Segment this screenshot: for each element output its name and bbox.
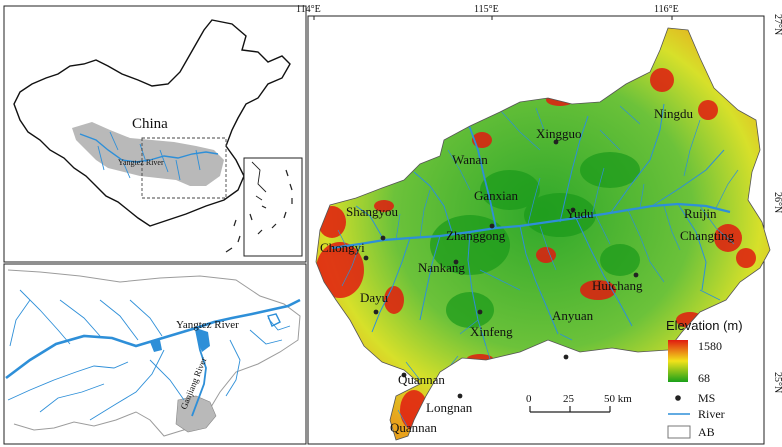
high-elevation-patches: [316, 68, 756, 430]
lat-27: 27°N: [772, 14, 782, 35]
taihu-lake: [267, 313, 281, 327]
yangtze-tributaries: [7, 289, 291, 421]
city-label: Wanan: [452, 152, 488, 167]
lon-115: 115°E: [474, 4, 499, 15]
city-labels: Xingguo Ningdu Wanan Ganxian Shangyou Yu…: [320, 106, 735, 435]
lat-25: 25°N: [772, 372, 782, 393]
legend-title: Elevation (m): [666, 318, 743, 333]
legend-river: River: [698, 407, 725, 421]
legend-ab: AB: [698, 425, 715, 439]
china-inset: China Yangtez River: [3, 5, 307, 263]
city-label: Xingguo: [536, 126, 582, 141]
legend-ms: MS: [698, 391, 715, 405]
low-elevation-patches: [430, 152, 640, 328]
city-label: Zhanggong: [446, 228, 506, 243]
scale-tick-50: 50 km: [604, 393, 632, 405]
scale-bar: 0 25 50 km: [526, 393, 632, 413]
latitude-labels: 27°N 26°N 25°N: [772, 14, 782, 393]
city-label: Huichang: [592, 278, 643, 293]
meteorological-stations: [363, 139, 639, 399]
city-label: Yudu: [566, 206, 594, 221]
yangtze-label-china: Yangtez River: [118, 158, 164, 167]
yangtze-main: [5, 298, 301, 380]
city-label: Ganxian: [474, 188, 519, 203]
city-label: Quannan: [398, 372, 445, 387]
legend-max: 1580: [698, 339, 722, 353]
coastal-dashes: [225, 219, 241, 253]
city-label: Longnan: [426, 400, 473, 415]
tributaries-2: [337, 105, 739, 429]
scale-tick-0: 0: [526, 393, 532, 405]
lat-26: 26°N: [772, 192, 782, 213]
yangtze-basin-boundary: [7, 269, 301, 437]
tributaries-1: [355, 103, 725, 347]
scale-tick-25: 25: [563, 393, 575, 405]
ab-symbol: [667, 425, 691, 439]
yangtze-basin-china: [72, 122, 224, 186]
city-label: Nankang: [418, 260, 465, 275]
city-label: Chongyi: [320, 240, 365, 255]
country-label: China: [132, 116, 168, 132]
city-label: Dayu: [360, 290, 389, 305]
city-label: Anyuan: [552, 308, 594, 323]
south-china-sea-coast: [251, 161, 267, 201]
rivers: [331, 103, 739, 429]
elevation-raster: [316, 28, 770, 440]
yangtze-inset-frame: [3, 263, 307, 445]
poyang-lake: [196, 328, 210, 352]
ganjiang-main: [191, 329, 207, 417]
yangtze-label: Yangtez River: [176, 319, 239, 331]
yangtze-inset: Yangtez River Ganjiang River: [3, 263, 307, 445]
ms-symbol: [675, 395, 681, 401]
yangtze-tributaries-china: [97, 131, 201, 181]
dongting-lake: [150, 340, 162, 352]
legend: Elevation (m) 1580 68 MS River AB: [666, 318, 743, 439]
longitude-labels: 114°E 115°E 116°E: [296, 4, 679, 20]
lon-116: 116°E: [654, 4, 679, 15]
city-label: Ningdu: [654, 106, 694, 121]
china-outline: [13, 19, 291, 227]
city-label: Changting: [680, 228, 735, 243]
gan-river-main: [331, 202, 731, 250]
elevation-colorbar: [668, 340, 688, 382]
city-label: Ruijin: [684, 206, 717, 221]
south-china-sea-islands: [249, 169, 293, 235]
city-label: Shangyou: [346, 204, 399, 219]
city-label: Xinfeng: [470, 324, 513, 339]
south-china-sea-inset: [243, 157, 303, 257]
study-area-box: [141, 137, 227, 199]
lon-114: 114°E: [296, 4, 321, 15]
city-label: Quannan: [390, 420, 437, 435]
main-map: 114°E 115°E 116°E 27°N 26°N 25°N: [296, 4, 782, 445]
legend-min: 68: [698, 371, 710, 385]
